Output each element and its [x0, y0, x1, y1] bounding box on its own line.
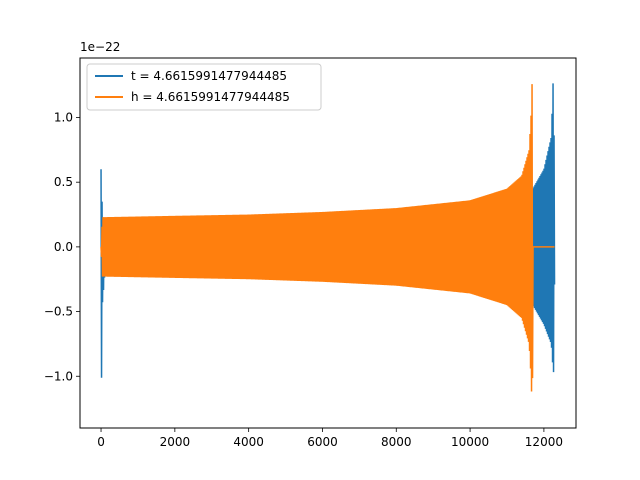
offset-label: 1e−22: [80, 40, 120, 54]
x-tick-label: 8000: [381, 435, 412, 449]
x-tick-label: 10000: [451, 435, 489, 449]
legend: t = 4.6615991477944485 h = 4.66159914779…: [86, 63, 322, 111]
x-tick-label: 12000: [525, 435, 563, 449]
x-tick-label: 2000: [160, 435, 191, 449]
x-tick-label: 4000: [233, 435, 264, 449]
legend-label-t: t = 4.6615991477944485: [131, 69, 287, 83]
legend-label-h: h = 4.6615991477944485: [131, 90, 290, 104]
y-tick-label: 1.0: [54, 111, 73, 125]
x-axis: 0 2000 4000 6000 8000 10000 12000: [97, 428, 563, 449]
plot-area: [100, 83, 556, 392]
legend-box: [86, 63, 322, 111]
y-axis: −1.0 −0.5 0.0 0.5 1.0: [44, 111, 80, 383]
x-tick-label: 6000: [307, 435, 338, 449]
series-line-h: [100, 84, 555, 392]
y-tick-label: −1.0: [44, 369, 73, 383]
y-tick-label: 0.5: [54, 175, 73, 189]
x-tick-label: 0: [97, 435, 105, 449]
axes-frame: [79, 57, 577, 429]
y-tick-label: −0.5: [44, 305, 73, 319]
y-tick-label: 0.0: [54, 240, 73, 254]
